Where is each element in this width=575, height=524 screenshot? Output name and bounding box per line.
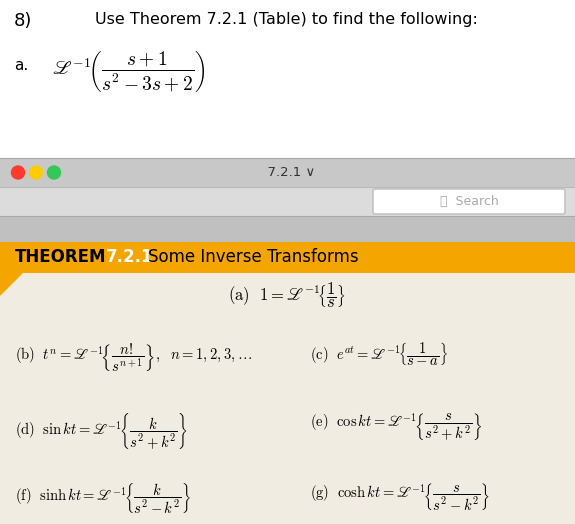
Text: a.: a. [14, 58, 28, 73]
Text: $\mathrm{(d)}\ \ \sin kt = \mathscr{L}^{-1}\!\left\{\dfrac{k}{s^2+k^2}\right\}$: $\mathrm{(d)}\ \ \sin kt = \mathscr{L}^{… [15, 411, 188, 451]
Text: $\mathrm{(f)}\ \ \sinh kt = \mathscr{L}^{-1}\!\left\{\dfrac{k}{s^2-k^2}\right\}$: $\mathrm{(f)}\ \ \sinh kt = \mathscr{L}^… [15, 481, 191, 515]
Text: $\mathrm{(e)}\ \ \cos kt = \mathscr{L}^{-1}\!\left\{\dfrac{s}{s^2+k^2}\right\}$: $\mathrm{(e)}\ \ \cos kt = \mathscr{L}^{… [310, 411, 482, 443]
Text: THEOREM: THEOREM [15, 248, 106, 267]
Text: Some Inverse Transforms: Some Inverse Transforms [148, 248, 359, 267]
Text: 7.2.1 ∨: 7.2.1 ∨ [259, 166, 316, 179]
Text: $\mathrm{(g)}\ \ \cosh kt = \mathscr{L}^{-1}\!\left\{\dfrac{s}{s^2-k^2}\right\}$: $\mathrm{(g)}\ \ \cosh kt = \mathscr{L}^… [310, 481, 490, 512]
FancyBboxPatch shape [0, 0, 575, 158]
Polygon shape [0, 273, 22, 295]
Text: $\mathrm{(b)}\ \ t^n = \mathscr{L}^{-1}\!\left\{\dfrac{n!}{s^{n+1}}\right\},\ \ : $\mathrm{(b)}\ \ t^n = \mathscr{L}^{-1}\… [15, 341, 252, 374]
Text: 🔍  Search: 🔍 Search [440, 195, 499, 208]
FancyBboxPatch shape [0, 216, 575, 242]
FancyBboxPatch shape [373, 189, 565, 214]
Text: $\mathscr{L}^{-1}\!\left(\dfrac{s+1}{s^2-3s+2}\right)$: $\mathscr{L}^{-1}\!\left(\dfrac{s+1}{s^2… [52, 50, 205, 95]
Circle shape [48, 166, 60, 179]
Text: $\mathrm{(a)}\ \ 1 = \mathscr{L}^{-1}\!\left\{\dfrac{1}{s}\right\}$: $\mathrm{(a)}\ \ 1 = \mathscr{L}^{-1}\!\… [228, 281, 347, 310]
FancyBboxPatch shape [0, 158, 575, 187]
Circle shape [12, 166, 25, 179]
Text: 8): 8) [14, 12, 32, 30]
Text: $\mathrm{(c)}\ \ e^{at} = \mathscr{L}^{-1}\!\left\{\dfrac{1}{s-a}\right\}$: $\mathrm{(c)}\ \ e^{at} = \mathscr{L}^{-… [310, 341, 448, 368]
Text: Use Theorem 7.2.1 (Table) to find the following:: Use Theorem 7.2.1 (Table) to find the fo… [95, 12, 478, 27]
FancyBboxPatch shape [0, 273, 575, 524]
Circle shape [29, 166, 43, 179]
Text: 7.2.1: 7.2.1 [106, 248, 154, 267]
FancyBboxPatch shape [0, 242, 575, 273]
FancyBboxPatch shape [0, 187, 575, 216]
